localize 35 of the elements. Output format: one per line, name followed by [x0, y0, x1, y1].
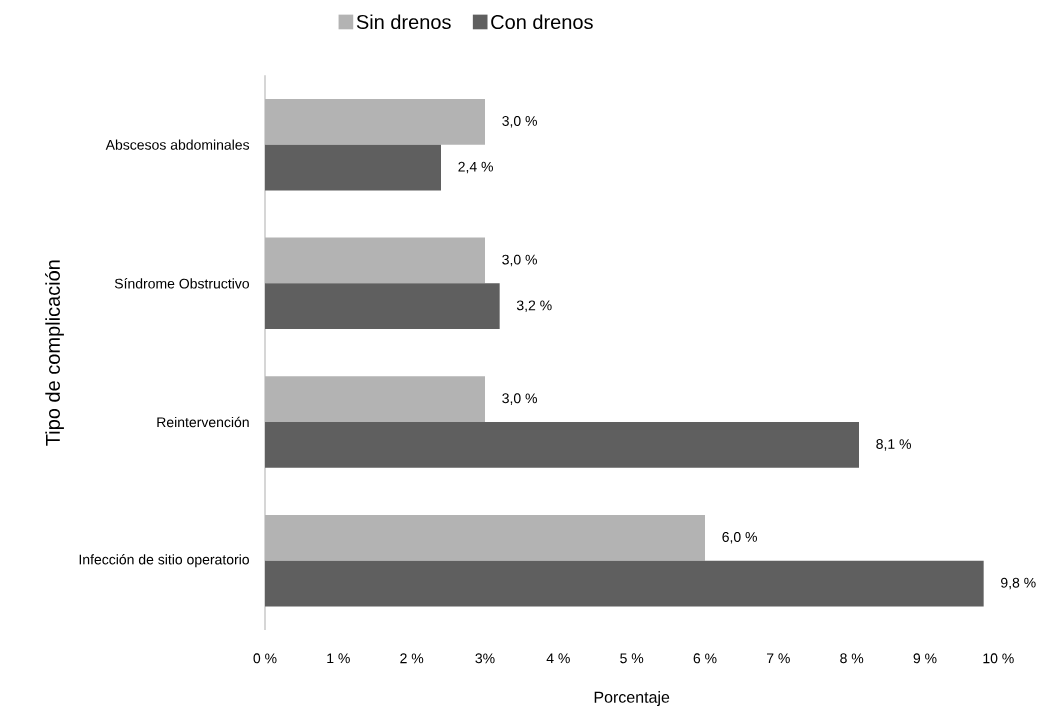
bar: [265, 283, 500, 330]
x-tick-label: 0 %: [253, 653, 277, 664]
bar: [265, 376, 485, 422]
x-tick-label: 7 %: [766, 653, 790, 664]
bar: [265, 237, 485, 284]
x-tick-label: 1 %: [327, 653, 350, 664]
x-tick-label: 10 %: [983, 653, 1014, 664]
bar: [265, 144, 441, 191]
data-label: 3,0 %: [502, 254, 537, 267]
bar: [265, 98, 485, 145]
x-tick-label: 5 %: [620, 653, 644, 664]
data-label: 3,2 %: [516, 300, 552, 312]
bar: [265, 514, 705, 561]
x-tick-label: 9 %: [913, 653, 937, 664]
x-tick-label: 4 %: [546, 653, 570, 664]
data-label: 8,1 %: [876, 439, 911, 451]
y-tick-label: Síndrome Obstructivo: [114, 278, 250, 289]
data-label: 2,4 %: [458, 161, 493, 174]
data-label: 3,0 %: [502, 116, 537, 128]
bar: [265, 560, 984, 607]
y-axis-title: Tipo de complicación: [45, 260, 64, 446]
x-axis-title: Porcentaje: [594, 691, 670, 707]
x-tick-label: 8 %: [840, 653, 864, 664]
legend-label: Sin drenos: [356, 14, 451, 30]
data-label: 9,8 %: [1001, 577, 1036, 590]
y-tick-label: Reintervención: [157, 416, 249, 428]
legend-label: Con drenos: [491, 14, 593, 30]
x-tick-label: 3%: [475, 653, 495, 664]
x-tick-label: 6 %: [693, 653, 717, 664]
x-tick-label: 2 %: [400, 653, 424, 664]
y-tick-label: Infección de sitio operatorio: [79, 554, 249, 568]
y-tick-label: Abscesos abdominales: [105, 139, 250, 150]
data-label: 3,0 %: [502, 393, 537, 405]
data-label: 6,0 %: [722, 532, 757, 544]
bar: [265, 421, 859, 468]
